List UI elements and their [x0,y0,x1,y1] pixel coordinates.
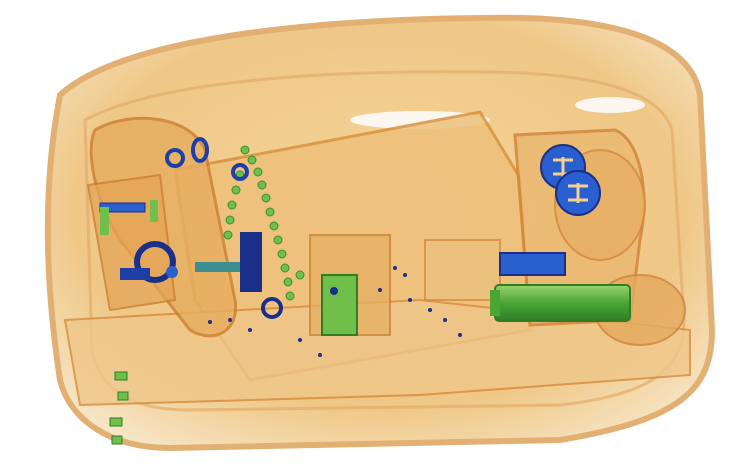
middle-box [424,239,501,301]
metal-clip [150,200,158,222]
green-device [321,274,358,336]
metal-key-ring [165,137,249,181]
blue-box [499,252,566,276]
green-cylinder [490,284,631,322]
metal-ring [261,297,283,319]
small-metal-fragments [208,266,462,357]
metal-device [240,232,262,292]
metal-clip [100,207,109,235]
green-device-dot [330,287,338,295]
bag-inner-rim [83,70,686,412]
metal-buckle [120,241,178,283]
metal-strap [195,262,240,272]
highlight [575,97,645,113]
blue-disc [555,170,601,216]
bead-chain [223,145,305,301]
zipper-pulls [109,371,129,445]
